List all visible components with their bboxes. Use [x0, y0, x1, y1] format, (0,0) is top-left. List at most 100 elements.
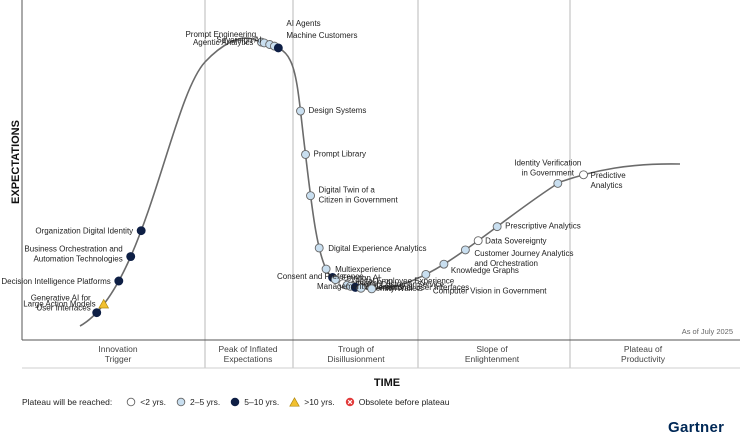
technology-label: Superapps — [364, 282, 403, 291]
marker-circle — [356, 283, 366, 293]
technology-label: Consent and Preference Management — [277, 272, 365, 291]
technology-point: Predictive Analytics — [579, 170, 627, 190]
technology-label-line: Large Action Models — [23, 299, 96, 308]
legend-label: Obsolete before plateau — [358, 397, 450, 407]
legend-label: >10 yrs. — [304, 397, 335, 407]
technology-point: Computer Vision in Government — [421, 269, 547, 295]
phase-label-line: Slope of — [476, 344, 508, 354]
technology-label: Digital Experience Analytics — [328, 244, 426, 253]
technology-label: Machine Customers — [286, 31, 357, 40]
technology-label-line: in Government — [522, 168, 575, 177]
marker-circle — [473, 236, 483, 246]
marker-circle — [579, 170, 588, 180]
technology-label: Generative AI for User Interfaces — [31, 294, 91, 313]
marker-circle — [367, 284, 377, 294]
technology-label-line: Superapps — [364, 282, 403, 291]
legend-label: 2–5 yrs. — [190, 397, 221, 407]
technology-label: Sovereign AI — [216, 35, 261, 44]
technology-label-line: and Orchestration — [474, 259, 538, 268]
technology-label-line: Organization Digital Identity — [35, 227, 133, 236]
technology-label: Digital Twin of a Citizen in Government — [319, 186, 399, 205]
technology-point: Identity Wallets — [356, 283, 423, 293]
technology-point: Machine Customers — [273, 31, 357, 53]
technology-label-line: Prompt Library — [314, 149, 366, 158]
marker-circle — [314, 243, 324, 253]
as-of-date: As of July 2025 — [682, 327, 733, 336]
technology-label-line: Consent and Preference — [277, 272, 364, 281]
technology-label-line: Computer Vision in Government — [433, 286, 547, 295]
technology-label-line: Analytics — [591, 181, 623, 190]
technology-label: Identity Verification in Government — [514, 158, 581, 177]
technology-label: Digital Employee Experience — [352, 277, 455, 286]
technology-label-line: Identity Verification — [514, 158, 581, 167]
x-axis-title: TIME — [374, 377, 400, 389]
technology-label-line: Prescriptive Analytics — [505, 222, 581, 231]
technology-label-line: Knowledge Graphs — [451, 266, 519, 275]
technology-label-line: Emotion AI — [342, 273, 381, 282]
phase-label-line: Plateau of — [624, 344, 663, 354]
technology-point: Business Orchestration and Automation Tec… — [24, 245, 136, 264]
technology-point: Consent and Preference Management — [277, 272, 377, 294]
technology-label-line: Digital Experience Analytics — [328, 244, 426, 253]
technology-point: Organization Digital Identity — [35, 226, 146, 236]
marker-circle — [301, 149, 310, 159]
obsolete-x-icon — [345, 397, 354, 407]
technology-point: Digital Twin of a Citizen in Government — [306, 186, 399, 205]
technology-label-line: Identity Wallets — [369, 284, 423, 293]
technology-label-line: Generative AI — [344, 279, 392, 288]
phase-label-line: Trigger — [105, 354, 132, 364]
technology-point: Design Systems — [296, 106, 367, 116]
technology-label: Business Orchestration and Automation Tec… — [24, 245, 122, 264]
phase-label-line: Peak of Inflated — [218, 344, 277, 354]
technology-point: Knowledge Graphs — [439, 259, 519, 275]
technology-label: Knowledge Graphs — [451, 266, 519, 275]
technology-point: Large Action Models — [23, 298, 110, 309]
technology-point: Generative AI — [330, 275, 393, 288]
marker-circle — [273, 43, 283, 53]
technology-label: Customer Journey Analytics and Orchestrat… — [474, 249, 573, 268]
phase-label-trough: Trough of Disillusionment — [327, 344, 385, 364]
phase-label-innovation: Innovation Trigger — [98, 344, 137, 364]
technology-label-line: Decision Intelligence Platforms — [1, 277, 110, 286]
technology-label-line: User Interfaces — [36, 304, 90, 313]
legend-item-2to5: 2–5 yrs. — [176, 397, 220, 407]
technology-label: Prescriptive Analytics — [505, 222, 581, 231]
phase-label-plateau: Plateau of Productivity — [621, 344, 666, 364]
technology-label: Computer Vision in Government — [433, 286, 547, 295]
technology-point: Generative AI for User Interfaces — [31, 294, 102, 318]
legend-item-gt10: >10 yrs. — [289, 397, 335, 407]
marker-triangle — [98, 298, 110, 309]
legend-item-lt2: <2 yrs. — [126, 397, 166, 407]
technology-label-line: Business Orchestration and — [24, 245, 122, 254]
phase-label-line: Trough of — [338, 344, 375, 354]
technology-label: Predictive Analytics — [591, 171, 627, 190]
technology-label-line: Digital Customer Service — [356, 280, 445, 289]
technology-label: Organization Digital Identity — [35, 227, 133, 236]
technology-label-line: Multiexperience — [335, 265, 392, 274]
yellow-triangle-icon — [289, 397, 301, 407]
technology-label: Generative AI — [344, 279, 392, 288]
technology-label-line: Agentic Analytics — [193, 38, 253, 47]
legend-label: <2 yrs. — [140, 397, 167, 407]
legend: Plateau will be reached: <2 yrs. 2–5 yrs… — [22, 397, 459, 407]
marker-circle — [126, 252, 136, 261]
phase-label-peak: Peak of Inflated Expectations — [218, 344, 277, 364]
technology-point: Data Sovereignty — [473, 236, 547, 246]
technology-label: AI Agents — [286, 19, 320, 28]
technology-label-line: Machine Customers — [286, 31, 357, 40]
technology-label: Emotion AI — [342, 273, 381, 282]
technology-label: Prompt Engineering — [185, 30, 256, 39]
technology-label-line: Data Sovereignty — [485, 237, 546, 246]
technology-label: Prompt Library — [314, 149, 366, 158]
technology-label-line: Design Systems — [309, 106, 367, 115]
technology-label: Design Systems — [309, 106, 367, 115]
technology-point: Digital Experience Analytics — [314, 243, 426, 253]
phase-label-slope: Slope of Enlightenment — [465, 344, 520, 364]
technology-label-line: Predictive — [591, 171, 627, 180]
technology-label-line: Customer Journey Analytics — [474, 249, 573, 258]
marker-circle — [439, 259, 449, 269]
technology-point: Identity Verification in Government — [514, 158, 581, 188]
marker-circle — [114, 276, 124, 286]
marker-circle — [553, 178, 563, 188]
